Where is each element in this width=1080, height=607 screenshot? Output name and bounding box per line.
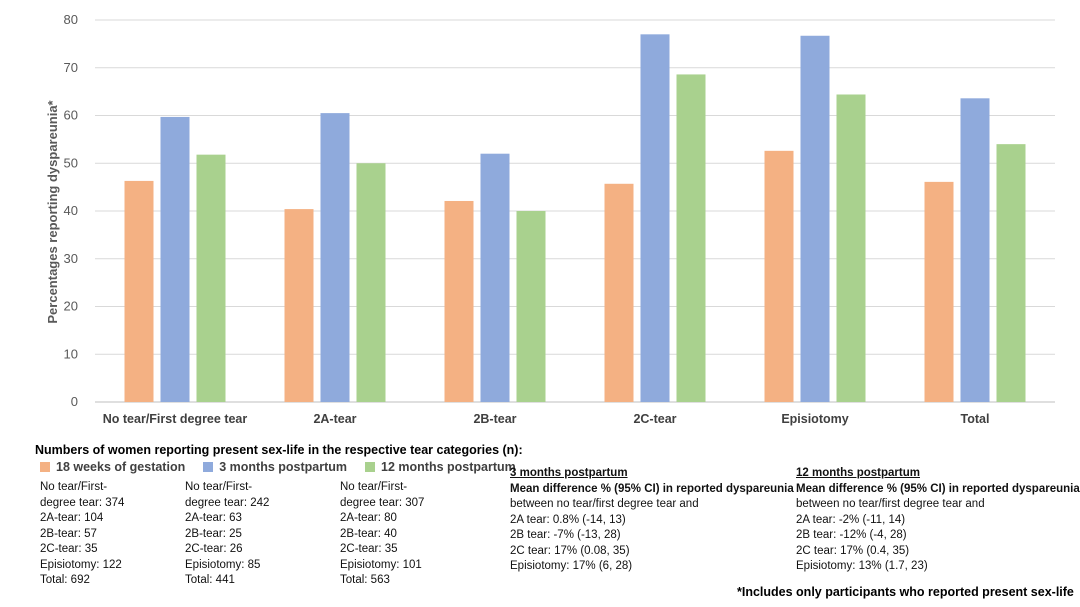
count-line: No tear/First- [40, 481, 108, 493]
bars [124, 34, 1026, 403]
count-line: degree tear: 374 [40, 496, 125, 509]
y-axis-label: Percentages reporting dyspareunia* [45, 99, 60, 323]
count-line: Episiotomy: 122 [40, 558, 122, 571]
count-line: 2B-tear: 25 [185, 527, 242, 540]
difference-line: 2A tear: 0.8% (-14, 13) [510, 513, 626, 526]
y-tick-label: 10 [64, 346, 78, 361]
difference-line: 2A tear: -2% (-11, 14) [796, 513, 906, 526]
difference-line: between no tear/first degree tear and [510, 498, 699, 510]
difference-block-12-months: 12 months postpartum Mean difference % (… [796, 466, 1080, 575]
bar [480, 153, 510, 402]
difference-line: 2C tear: 17% (0.4, 35) [796, 544, 910, 557]
counts-column-3-months: No tear/First- degree tear: 242 2A-tear:… [185, 480, 320, 589]
x-tick-label: Episiotomy [781, 412, 848, 426]
legend-swatch [203, 462, 214, 472]
difference-line: between no tear/first degree tear and [796, 498, 985, 510]
bar [160, 116, 190, 403]
y-tick-label: 60 [64, 108, 78, 123]
bar [196, 154, 226, 402]
bar-chart: 0 10 20 30 40 50 60 70 80 No tear/First degree te… [45, 12, 1055, 426]
bar [800, 35, 830, 402]
y-tick-label: 80 [64, 12, 78, 27]
legend-item-gestation: 18 weeks of gestation [40, 460, 185, 474]
count-line: Total: 441 [185, 574, 235, 586]
bar [320, 113, 350, 403]
count-line: Total: 563 [340, 574, 390, 586]
bar [444, 200, 474, 402]
bar [640, 34, 670, 402]
counts-title: Numbers of women reporting present sex-l… [35, 443, 523, 457]
bar [764, 150, 794, 402]
count-line: No tear/First- [185, 481, 253, 493]
bar [516, 211, 546, 402]
counts-column-12-months: No tear/First- degree tear: 307 2A-tear:… [340, 480, 490, 589]
axis-labels: 0 10 20 30 40 50 60 70 80 No tear/First degree te… [64, 12, 990, 426]
difference-subheading: Mean difference % (95% CI) in reported d… [510, 482, 794, 495]
bar [836, 94, 866, 403]
x-tick-label: 2A-tear [313, 412, 356, 426]
count-line: 2A-tear: 63 [185, 512, 242, 524]
difference-heading: 3 months postpartum [510, 467, 628, 479]
count-line: Episiotomy: 101 [340, 558, 422, 571]
x-tick-label: Total [961, 412, 990, 426]
counts-column-gestation: No tear/First- degree tear: 374 2A-tear:… [40, 480, 175, 589]
difference-line: Episiotomy: 13% (1.7, 23) [796, 560, 928, 572]
difference-line: 2C tear: 17% (0.08, 35) [510, 544, 630, 557]
y-tick-label: 20 [64, 299, 78, 314]
y-tick-label: 40 [64, 203, 78, 218]
y-tick-label: 70 [64, 60, 78, 75]
legend-item-12-months: 12 months postpartum [365, 460, 516, 474]
legend-label: 3 months postpartum [219, 460, 348, 474]
legend-label: 18 weeks of gestation [56, 460, 186, 474]
difference-subheading: Mean difference % (95% CI) in reported d… [796, 482, 1080, 495]
footnote: *Includes only participants who reported… [737, 585, 1074, 599]
difference-line: Episiotomy: 17% (6, 28) [510, 560, 633, 572]
count-line: 2B-tear: 57 [40, 527, 97, 540]
y-tick-label: 0 [71, 394, 78, 409]
bar [604, 183, 634, 402]
bar [996, 144, 1026, 402]
count-line: 2C-tear: 35 [40, 543, 98, 555]
legend-swatch [40, 462, 50, 472]
bar [960, 98, 990, 402]
difference-heading: 12 months postpartum [796, 467, 920, 479]
x-tick-label: 2B-tear [473, 412, 516, 426]
difference-block-3-months: 3 months postpartum Mean difference % (9… [510, 466, 794, 575]
legend-item-3-months: 3 months postpartum [203, 460, 347, 474]
difference-line: 2B tear: -7% (-13, 28) [510, 529, 621, 541]
count-line: 2B-tear: 40 [340, 527, 397, 540]
y-tick-label: 50 [64, 155, 78, 170]
bar [356, 163, 386, 402]
count-line: No tear/First- [340, 481, 408, 493]
count-line: 2A-tear: 80 [340, 512, 397, 524]
count-line: 2C-tear: 26 [185, 543, 243, 555]
y-tick-label: 30 [64, 251, 78, 266]
difference-line: 2B tear: -12% (-4, 28) [796, 529, 907, 541]
legend: 18 weeks of gestation 3 months postpartu… [40, 460, 516, 474]
gridlines [95, 19, 1055, 403]
count-line: 2C-tear: 35 [340, 543, 398, 555]
x-tick-label: No tear/First degree tear [103, 412, 248, 426]
legend-label: 12 months postpartum [381, 460, 516, 474]
count-line: degree tear: 242 [185, 496, 270, 509]
bar [284, 209, 314, 402]
x-tick-label: 2C-tear [633, 412, 676, 426]
bar [924, 181, 954, 402]
bar [124, 180, 154, 402]
count-line: Total: 692 [40, 574, 90, 586]
legend-swatch [365, 462, 376, 472]
bar [676, 74, 706, 402]
count-line: degree tear: 307 [340, 496, 425, 509]
count-line: Episiotomy: 85 [185, 558, 261, 571]
count-line: 2A-tear: 104 [40, 512, 104, 524]
